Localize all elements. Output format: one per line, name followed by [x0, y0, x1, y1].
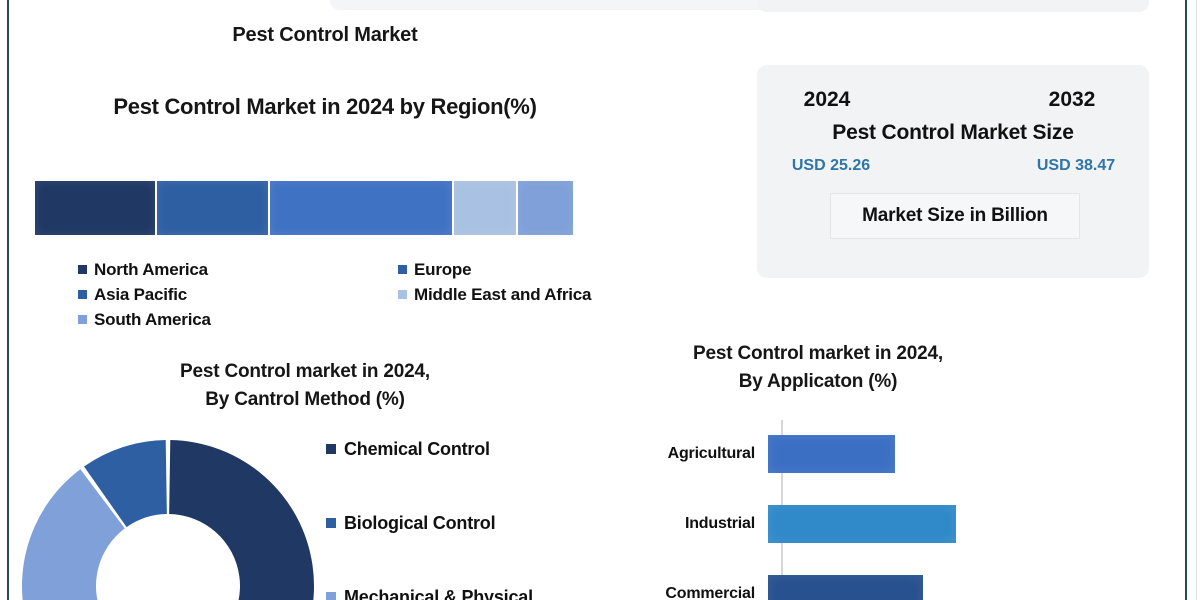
control-method-legend: Chemical Control Biological Control Mech…: [326, 438, 596, 600]
application-bar-row: Agricultural: [628, 435, 1048, 473]
market-size-panel: 2024 2032 Pest Control Market Size USD 2…: [757, 65, 1149, 278]
legend-swatch-icon: [78, 290, 87, 299]
market-size-values: USD 25.26 USD 38.47: [757, 157, 1149, 175]
control-method-title-line1: Pest Control market in 2024,: [180, 361, 430, 382]
application-bar-chart: Agricultural Industrial Commercial: [628, 420, 1048, 600]
market-size-years: 2024 2032: [757, 88, 1149, 112]
legend-item-middle-east-and-africa[interactable]: Middle East and Africa: [398, 282, 648, 307]
legend-item-mechanical-physical[interactable]: Mechanical & Physical: [326, 586, 596, 600]
region-segment-asia-pacific: [269, 181, 453, 235]
legend-label: Middle East and Africa: [414, 284, 592, 304]
value-start: USD 25.26: [791, 157, 871, 174]
page-title: Pest Control Market: [232, 24, 418, 46]
market-size-unit-box: Market Size in Billion: [830, 193, 1080, 239]
legend-label: Biological Control: [344, 513, 496, 533]
legend-label: Mechanical & Physical: [344, 587, 533, 600]
control-method-donut-chart: [22, 440, 314, 600]
application-bar-commercial: [768, 575, 923, 600]
region-segment-south-america: [518, 181, 573, 235]
legend-swatch-icon: [326, 444, 336, 454]
year-start-label: 2024: [803, 88, 851, 111]
application-title-line2: By Applicaton (%): [738, 371, 898, 392]
legend-swatch-icon: [78, 265, 87, 274]
ghost-panel-top-right: [757, 0, 1149, 12]
control-method-title-line2: By Cantrol Method (%): [205, 389, 405, 410]
legend-item-asia-pacific[interactable]: Asia Pacific: [78, 282, 398, 307]
legend-item-europe[interactable]: Europe: [398, 257, 648, 282]
application-chart-title: Pest Control market in 2024, By Applicat…: [628, 340, 1008, 396]
frame-border-far-right: [1196, 0, 1197, 600]
legend-swatch-icon: [326, 518, 336, 528]
frame-border-right: [1185, 0, 1187, 600]
legend-label: Asia Pacific: [94, 284, 188, 304]
donut-svg: [22, 440, 314, 600]
legend-label: Europe: [414, 259, 472, 279]
region-stacked-bar: [35, 181, 573, 235]
legend-label: North America: [94, 259, 208, 279]
application-bar-row: Industrial: [628, 505, 1048, 543]
legend-item-north-america[interactable]: North America: [78, 257, 398, 282]
region-chart-title: Pest Control Market in 2024 by Region(%): [113, 94, 537, 119]
donut-slice-chemical-control: [169, 440, 314, 600]
legend-swatch-icon: [398, 265, 407, 274]
legend-item-south-america[interactable]: South America: [78, 307, 398, 332]
donut-slice-mechanical-physical: [84, 440, 167, 528]
market-size-unit-label: Market Size in Billion: [862, 205, 1048, 226]
ghost-panel-top-left: [330, 0, 930, 10]
region-segment-europe: [156, 181, 268, 235]
application-title-line1: Pest Control market in 2024,: [693, 343, 943, 364]
application-category-label: Commercial: [665, 585, 755, 600]
application-category-label: Agricultural: [667, 445, 756, 462]
legend-label: South America: [94, 309, 211, 329]
application-bar-row: Commercial: [628, 575, 1048, 600]
region-segment-middle-east-and-africa: [454, 181, 517, 235]
legend-swatch-icon: [326, 592, 336, 600]
region-legend-column-left: North America Asia Pacific South America: [78, 257, 398, 332]
donut-slice-biological-control: [22, 469, 125, 600]
year-end-label: 2032: [1048, 88, 1096, 111]
application-bar-agricultural: [768, 435, 896, 473]
legend-item-chemical-control[interactable]: Chemical Control: [326, 438, 596, 512]
application-bar-industrial: [768, 505, 956, 543]
control-method-chart-title: Pest Control market in 2024, By Cantrol …: [45, 358, 565, 414]
market-size-caption: Pest Control Market Size: [832, 121, 1074, 144]
legend-swatch-icon: [78, 315, 87, 324]
legend-item-biological-control[interactable]: Biological Control: [326, 512, 596, 586]
value-end: USD 38.47: [1036, 157, 1116, 174]
application-category-label: Industrial: [684, 515, 755, 532]
legend-label: Chemical Control: [344, 439, 490, 459]
region-chart-legend: North America Asia Pacific South America…: [78, 257, 658, 332]
frame-border-left: [7, 0, 9, 600]
region-legend-column-right: Europe Middle East and Africa: [398, 257, 648, 332]
region-segment-north-america: [35, 181, 155, 235]
legend-swatch-icon: [398, 290, 407, 299]
